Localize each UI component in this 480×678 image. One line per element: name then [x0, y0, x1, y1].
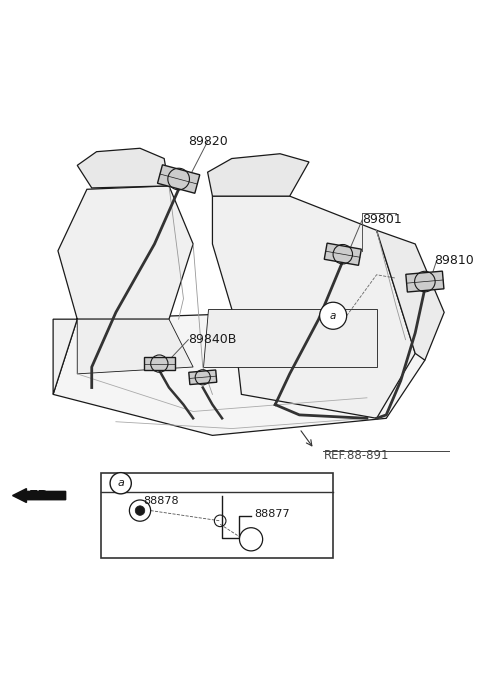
Circle shape [130, 500, 151, 521]
Polygon shape [324, 243, 361, 265]
Circle shape [110, 473, 132, 494]
Polygon shape [208, 154, 309, 196]
Circle shape [135, 506, 145, 515]
Text: 88877: 88877 [254, 509, 289, 519]
Polygon shape [77, 148, 169, 188]
Polygon shape [77, 319, 193, 374]
Text: REF.88-891: REF.88-891 [324, 449, 389, 462]
Polygon shape [189, 370, 217, 384]
Text: a: a [117, 478, 124, 488]
Polygon shape [213, 196, 415, 418]
Polygon shape [53, 309, 425, 435]
Polygon shape [157, 165, 200, 193]
FancyArrow shape [12, 489, 66, 502]
Text: a: a [330, 311, 336, 321]
Circle shape [320, 302, 347, 330]
Bar [101, 473, 333, 559]
Text: FR.: FR. [29, 489, 55, 502]
Text: 89801: 89801 [362, 213, 402, 226]
Polygon shape [53, 186, 193, 395]
Text: 89840B: 89840B [188, 333, 237, 346]
Polygon shape [406, 271, 444, 292]
Text: 88878: 88878 [143, 496, 179, 506]
Polygon shape [144, 357, 175, 370]
Text: 89810: 89810 [434, 254, 474, 267]
Circle shape [240, 527, 263, 551]
Text: 89820: 89820 [188, 135, 228, 148]
Polygon shape [203, 309, 377, 367]
Polygon shape [377, 231, 444, 360]
